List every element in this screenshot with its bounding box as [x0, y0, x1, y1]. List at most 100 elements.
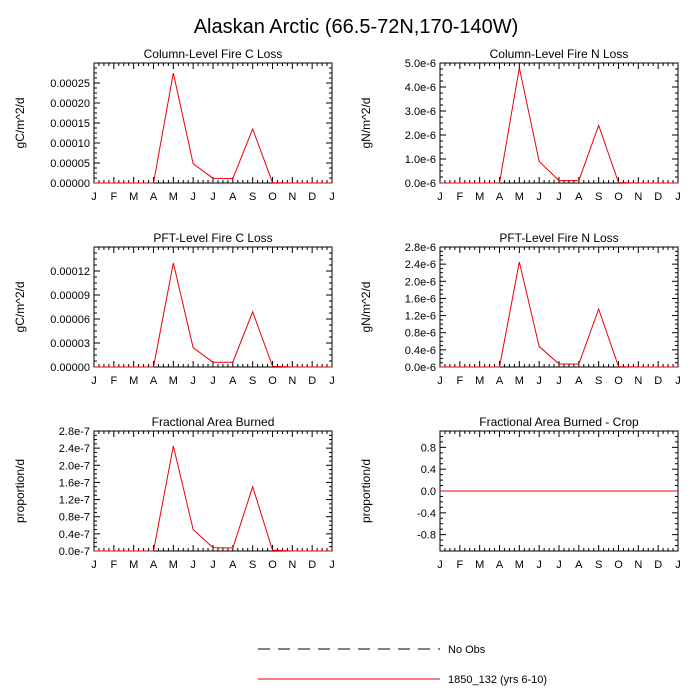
- y-tick-label: 1.6e-6: [405, 293, 436, 305]
- x-tick-label: M: [515, 559, 524, 571]
- panel-title: Column-Level Fire C Loss: [144, 47, 283, 61]
- x-tick-label: D: [654, 375, 662, 387]
- y-tick-label: 0.0e-7: [59, 546, 90, 558]
- x-tick-label: J: [437, 191, 443, 203]
- panel-title: Column-Level Fire N Loss: [490, 47, 629, 61]
- panel-title: PFT-Level Fire C Loss: [153, 231, 272, 245]
- x-tick-label: D: [308, 191, 316, 203]
- y-tick-label: 5.0e-6: [405, 58, 436, 70]
- y-tick-label: 1.6e-7: [59, 477, 90, 489]
- x-tick-label: O: [268, 191, 277, 203]
- x-tick-label: N: [634, 559, 642, 571]
- y-tick-label: 1.2e-7: [59, 495, 90, 507]
- panel-title: Fractional Area Burned - Crop: [479, 415, 639, 429]
- y-tick-label: 2.4e-6: [405, 259, 436, 271]
- y-axis-label: gC/m^2/d: [13, 98, 27, 149]
- x-tick-label: J: [556, 375, 562, 387]
- plot-frame: [93, 62, 333, 184]
- plot-frame: [93, 246, 333, 368]
- x-tick-label: M: [169, 559, 178, 571]
- legend-label: No Obs: [448, 644, 486, 656]
- x-tick-label: M: [515, 375, 524, 387]
- y-axis-label: gN/m^2/d: [359, 282, 373, 333]
- y-tick-label: 0.8e-7: [59, 512, 90, 524]
- y-tick-label: 2.8e-6: [405, 242, 436, 254]
- y-tick-label: 0.0e-6: [405, 362, 436, 374]
- x-tick-label: O: [614, 375, 623, 387]
- y-tick-label: 0.00025: [50, 78, 90, 90]
- x-tick-label: S: [595, 559, 602, 571]
- y-tick-label: 0.00003: [50, 338, 90, 350]
- y-tick-label: 1.0e-6: [405, 154, 436, 166]
- x-tick-label: F: [456, 191, 463, 203]
- x-tick-label: J: [437, 559, 443, 571]
- x-tick-label: J: [329, 191, 335, 203]
- y-tick-label: 0.0e-6: [405, 178, 436, 190]
- x-tick-label: A: [575, 559, 583, 571]
- x-tick-label: M: [475, 375, 484, 387]
- panel-title: PFT-Level Fire N Loss: [499, 231, 618, 245]
- plot-frame: [439, 246, 679, 368]
- series-line: [440, 261, 678, 368]
- legend-label: 1850_132 (yrs 6-10): [448, 674, 547, 686]
- x-tick-label: O: [268, 559, 277, 571]
- y-tick-label: 0.00020: [50, 98, 90, 110]
- x-tick-label: M: [515, 191, 524, 203]
- x-tick-label: O: [614, 191, 623, 203]
- x-tick-label: D: [654, 559, 662, 571]
- x-tick-label: O: [268, 375, 277, 387]
- x-tick-label: J: [437, 375, 443, 387]
- x-tick-label: A: [575, 191, 583, 203]
- y-tick-label: 2.4e-7: [59, 443, 90, 455]
- y-tick-label: -0.8: [417, 530, 436, 542]
- y-tick-label: 0.0: [421, 486, 436, 498]
- y-tick-label: 0.4e-7: [59, 529, 90, 541]
- x-tick-label: J: [210, 375, 216, 387]
- x-tick-label: J: [190, 559, 196, 571]
- x-tick-label: A: [150, 375, 158, 387]
- x-tick-label: J: [536, 375, 542, 387]
- plot-frame: [93, 430, 333, 552]
- x-tick-label: A: [229, 191, 237, 203]
- x-tick-label: A: [575, 375, 583, 387]
- y-tick-label: 0.4: [421, 464, 436, 476]
- y-axis-label: gN/m^2/d: [359, 98, 373, 149]
- x-tick-label: D: [654, 191, 662, 203]
- x-tick-label: D: [308, 559, 316, 571]
- y-tick-label: 3.0e-6: [405, 106, 436, 118]
- y-tick-label: 0.8: [421, 442, 436, 454]
- series-line: [440, 67, 678, 184]
- y-tick-label: 0.00009: [50, 290, 90, 302]
- series-line: [94, 72, 332, 184]
- x-tick-label: O: [614, 559, 623, 571]
- legend: No Obs 1850_132 (yrs 6-10): [258, 644, 547, 686]
- x-tick-label: M: [129, 559, 138, 571]
- y-tick-label: 0.00010: [50, 138, 90, 150]
- y-tick-label: -0.4: [417, 508, 436, 520]
- x-tick-label: F: [456, 559, 463, 571]
- series-line: [94, 262, 332, 368]
- y-tick-label: 2.0e-6: [405, 276, 436, 288]
- x-tick-label: N: [634, 375, 642, 387]
- x-tick-label: J: [556, 191, 562, 203]
- x-tick-label: J: [190, 191, 196, 203]
- x-tick-label: S: [249, 559, 256, 571]
- x-tick-label: F: [110, 375, 117, 387]
- x-tick-label: N: [288, 559, 296, 571]
- y-tick-label: 4.0e-6: [405, 82, 436, 94]
- x-tick-label: F: [110, 559, 117, 571]
- y-tick-label: 2.0e-7: [59, 460, 90, 472]
- x-tick-label: N: [288, 375, 296, 387]
- y-tick-label: 0.4e-6: [405, 345, 436, 357]
- x-tick-label: S: [249, 375, 256, 387]
- x-tick-label: M: [169, 191, 178, 203]
- x-tick-label: J: [329, 375, 335, 387]
- x-tick-label: A: [229, 559, 237, 571]
- x-tick-label: J: [91, 191, 97, 203]
- y-axis-label: proportion/d: [13, 459, 27, 523]
